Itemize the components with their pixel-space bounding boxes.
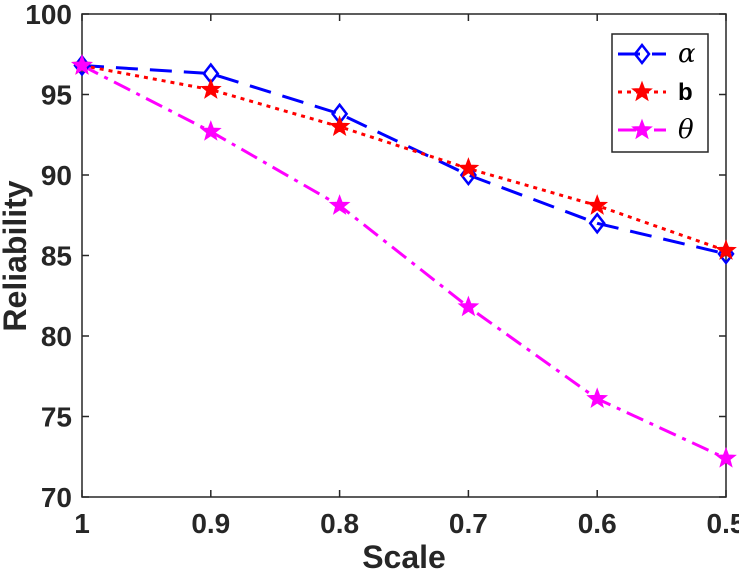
data-point: [457, 157, 480, 178]
legend-label: θ: [678, 115, 694, 145]
data-point: [715, 239, 737, 260]
legend: αbθ: [611, 33, 709, 153]
data-point: [457, 295, 480, 317]
x-tick-label: 0.8: [320, 508, 359, 539]
legend-marker: [633, 42, 651, 66]
x-tick-label: 0.6: [578, 508, 617, 539]
data-point: [328, 115, 351, 136]
y-tick-label: 95: [41, 80, 72, 111]
legend-marker: [631, 118, 653, 140]
data-point: [715, 446, 737, 468]
data-point: [328, 194, 351, 215]
legend-label: α: [678, 39, 696, 69]
x-tick-label: 0.9: [191, 508, 230, 539]
y-tick-label: 90: [41, 160, 72, 191]
x-tick-label: 1: [74, 508, 90, 539]
data-point: [586, 387, 609, 409]
data-point: [586, 194, 609, 215]
x-tick-label: 0.7: [449, 508, 488, 539]
y-tick-label: 75: [41, 402, 72, 433]
y-axis-label: Reliability: [0, 180, 33, 331]
legend-marker: [631, 80, 653, 102]
series-line: [81, 64, 727, 256]
data-point: [199, 78, 222, 99]
y-tick-label: 70: [41, 482, 72, 513]
data-point: [199, 120, 222, 141]
y-tick-label: 100: [25, 0, 72, 30]
series-line: [81, 64, 727, 460]
series-line: [81, 64, 727, 253]
legend-label: b: [678, 79, 693, 106]
x-tick-label: 0.5: [707, 508, 739, 539]
y-tick-label: 80: [41, 321, 72, 352]
data-point: [588, 212, 606, 235]
x-axis-label: Scale: [362, 539, 446, 573]
y-tick-label: 85: [41, 241, 72, 272]
data-point: [71, 54, 93, 75]
